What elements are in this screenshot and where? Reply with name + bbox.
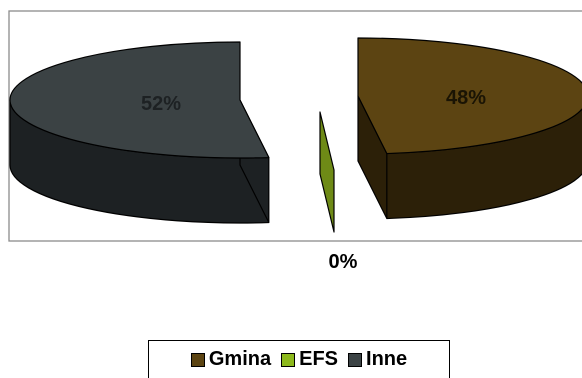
legend-swatch-inne xyxy=(348,352,363,367)
legend-label-gmina: Gmina xyxy=(208,348,272,370)
pie-slice-inne xyxy=(9,41,270,224)
legend-item-inne: Inne xyxy=(348,348,407,371)
pie-slice-efs xyxy=(319,111,335,233)
legend-swatch-efs xyxy=(281,352,296,367)
slice-gmina-top xyxy=(357,37,582,155)
legend-swatch-gmina xyxy=(190,352,205,367)
legend-label-efs: EFS xyxy=(299,348,339,370)
slice-inne-top xyxy=(9,41,270,159)
legend-label-inne: Inne xyxy=(366,348,408,370)
legend-item-efs: EFS xyxy=(281,348,338,371)
slice-efs-face xyxy=(319,111,335,233)
data-label-efs: 0% xyxy=(329,251,358,273)
pie-slice-gmina xyxy=(357,37,582,220)
data-label-inne: 52% xyxy=(141,93,181,115)
plot-area-frame xyxy=(8,10,582,242)
data-label-gmina: 48% xyxy=(446,87,486,109)
legend-item-gmina: Gmina xyxy=(190,348,272,371)
legend: Gmina EFS Inne xyxy=(148,340,450,378)
